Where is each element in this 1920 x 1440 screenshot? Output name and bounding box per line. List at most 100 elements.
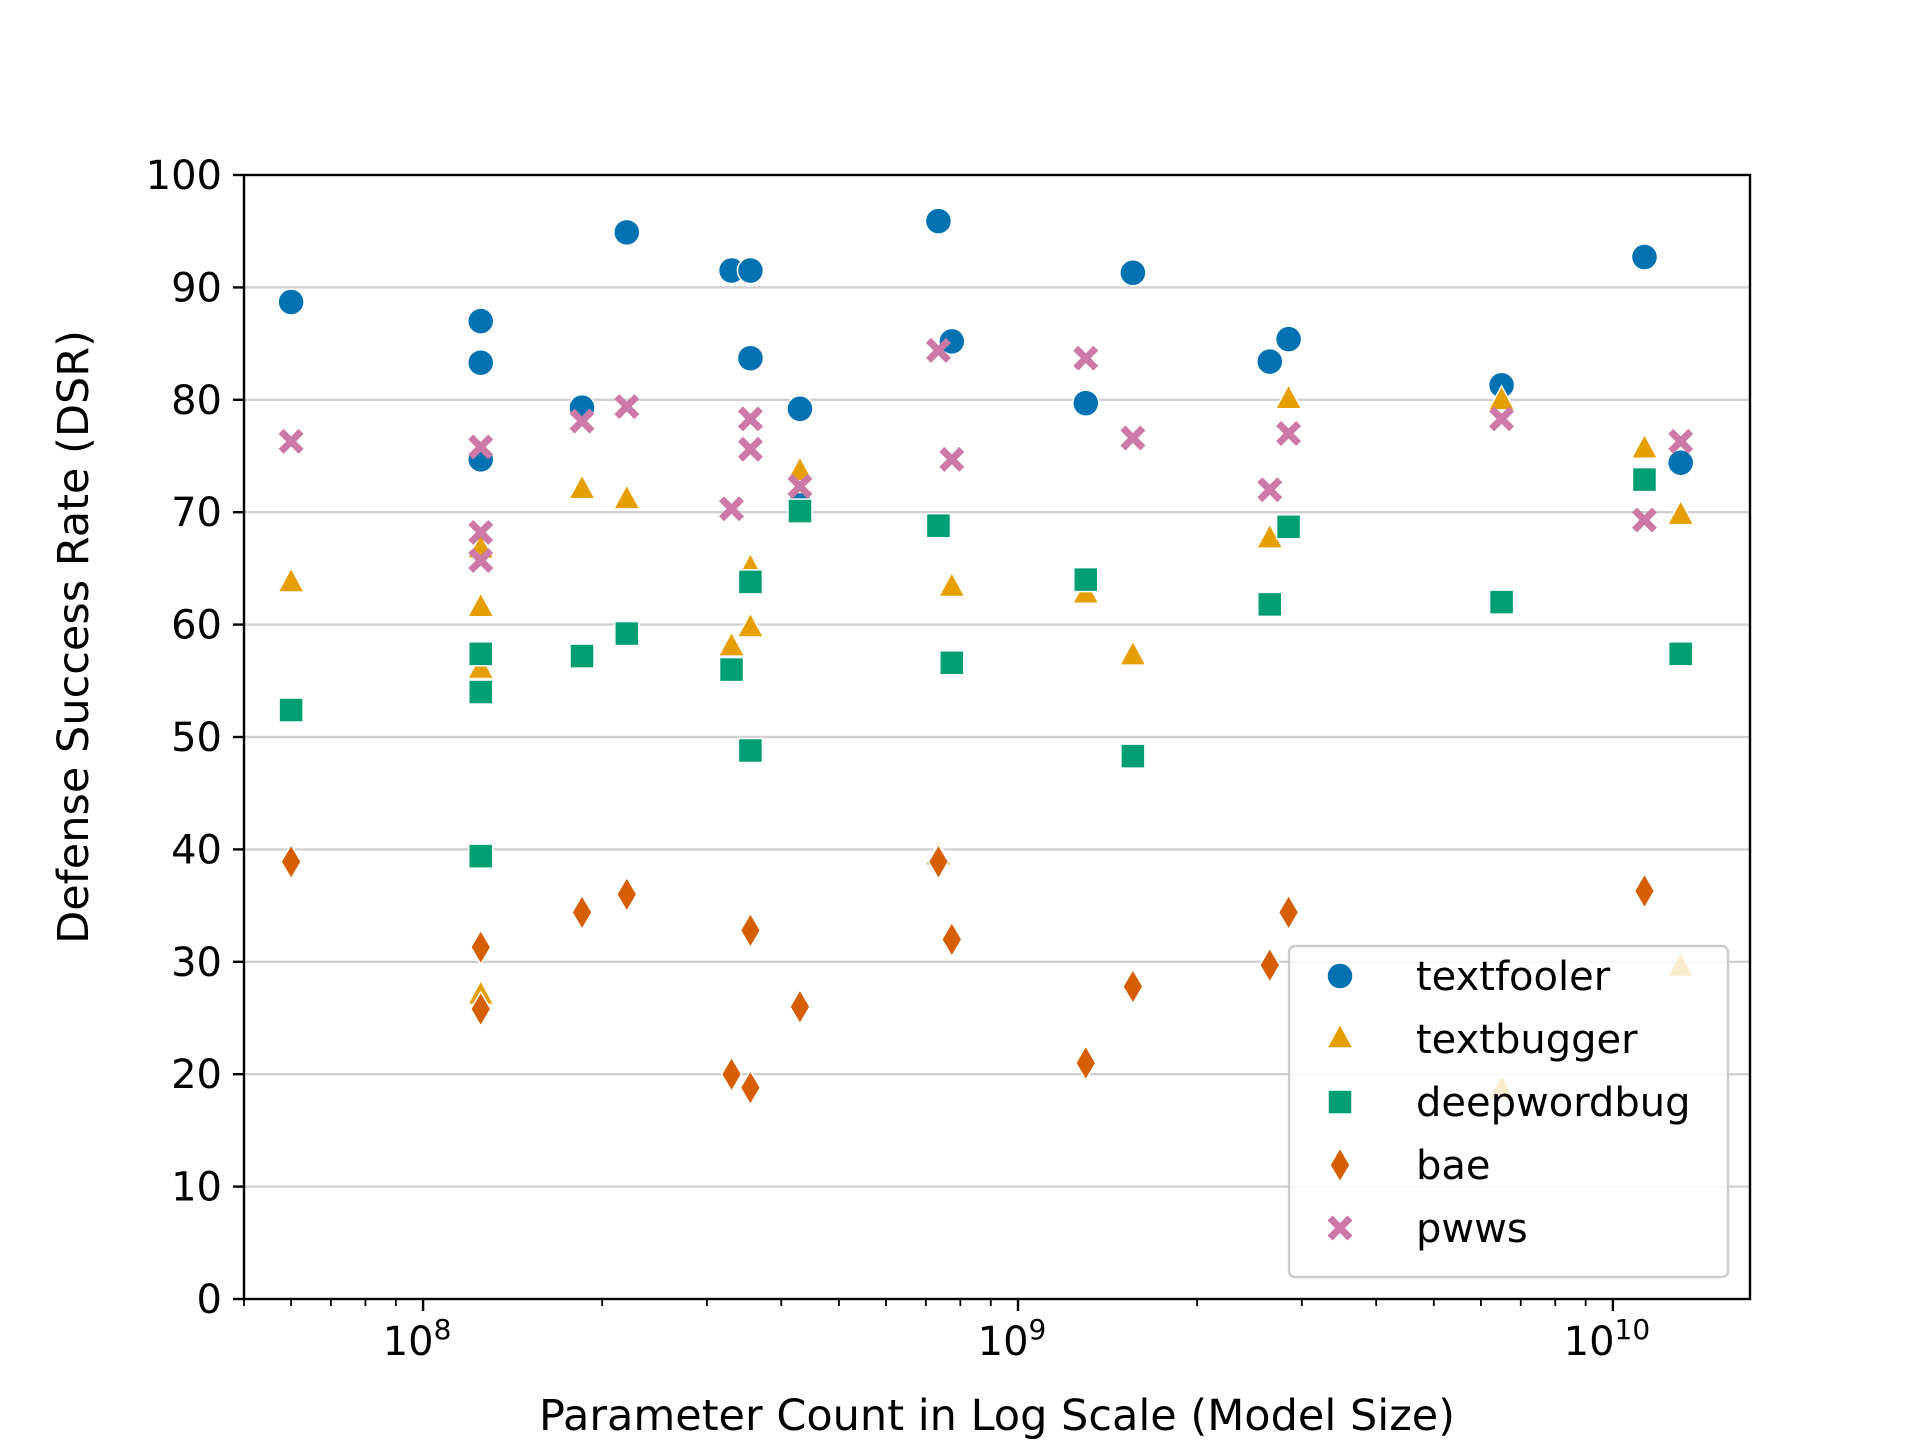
x-stroke: [468, 519, 494, 545]
pwws-point: [925, 337, 951, 363]
y-tick-label: 0: [197, 1277, 222, 1323]
deepwordbug-point: [569, 643, 595, 669]
textbugger-point: [1274, 383, 1303, 410]
y-tick-label: 30: [171, 940, 222, 986]
textbugger-point: [736, 611, 765, 638]
x-stroke: [1073, 345, 1099, 371]
deepwordbug-point: [1275, 514, 1302, 540]
y-axis: 0 10 20 30 40 50 60 70 80 90 100: [146, 153, 244, 1323]
bae-point: [739, 1069, 762, 1107]
y-tick-label: 40: [171, 827, 222, 873]
deepwordbug-point: [787, 498, 813, 524]
pwws-point: [468, 548, 494, 574]
x-stroke: [468, 548, 494, 574]
y-tick-label: 90: [171, 265, 222, 311]
legend-label-pwws: pwws: [1416, 1206, 1528, 1252]
x-stroke: [1257, 477, 1283, 503]
pwws-point: [737, 436, 763, 462]
y-tick-label: 100: [146, 153, 222, 199]
deepwordbug-point: [737, 569, 764, 595]
x-stroke: [1489, 406, 1515, 432]
textbugger-point: [1118, 639, 1148, 666]
textbugger-point: [276, 566, 306, 593]
pwws-point: [1120, 425, 1146, 451]
deepwordbug-point: [467, 641, 494, 667]
textbugger-point: [1666, 498, 1695, 526]
pwws-point: [1073, 345, 1099, 371]
series-pwws: [278, 337, 1694, 574]
x-stroke: [1327, 1215, 1353, 1241]
x-stroke: [925, 337, 951, 363]
deepwordbug-point: [718, 656, 745, 683]
textfooler-point: [277, 288, 305, 316]
x-stroke: [737, 436, 763, 462]
bae-point: [927, 843, 950, 881]
x-tick-label: 1010: [1564, 1313, 1651, 1365]
bae-point: [940, 920, 963, 958]
y-tick-label: 10: [171, 1165, 222, 1211]
x-stroke: [1276, 421, 1302, 446]
textbugger-point: [466, 591, 495, 618]
y-tick-label: 60: [171, 603, 222, 649]
y-tick-label: 80: [171, 378, 222, 424]
y-tick-label: 20: [171, 1052, 222, 1098]
textfooler-point: [1256, 347, 1284, 376]
textfooler-point: [736, 256, 765, 285]
x-stroke: [1668, 428, 1694, 454]
pwws-point: [1489, 406, 1515, 432]
x-axis-label: Parameter Count in Log Scale (Model Size…: [539, 1391, 1455, 1440]
deepwordbug-point: [467, 679, 494, 705]
deepwordbug-point: [737, 737, 764, 764]
x-stroke: [569, 408, 595, 434]
textbugger-point: [612, 483, 642, 510]
pwws-point: [1632, 507, 1657, 533]
bae-point: [469, 928, 492, 966]
x-stroke: [939, 446, 965, 472]
bae-point: [469, 990, 492, 1028]
textbugger-point: [567, 473, 597, 500]
deepwordbug-point: [1073, 566, 1099, 593]
grid-lines: [244, 286, 1750, 1188]
bae-point: [720, 1055, 743, 1093]
bae-point: [739, 911, 762, 949]
x-stroke: [468, 434, 494, 460]
textfooler-point: [1666, 448, 1695, 477]
x-tick-label: 108: [383, 1313, 452, 1365]
x-axis: 108 109 1010: [243, 1299, 1651, 1365]
legend: textfooler textbugger deepwordbug bae pwws: [1287, 944, 1730, 1279]
pwws-point: [614, 394, 640, 420]
textfooler-point: [466, 348, 495, 377]
x-stroke: [278, 428, 304, 454]
bae-point: [1633, 872, 1656, 910]
series-bae: [280, 843, 1656, 1107]
pwws-point: [1257, 477, 1283, 503]
textfooler-point: [466, 307, 495, 335]
legend-label-textbugger: textbugger: [1416, 1017, 1638, 1063]
deepwordbug-point: [614, 620, 640, 647]
pwws-point: [1668, 428, 1694, 454]
deepwordbug-point: [1257, 591, 1283, 618]
x-stroke: [787, 473, 813, 499]
deepwordbug-point: [1631, 466, 1658, 493]
textfooler-point: [1119, 259, 1147, 287]
x-stroke: [1120, 425, 1146, 451]
pwws-point: [468, 434, 494, 460]
bae-point: [571, 893, 593, 931]
textbugger-point: [785, 455, 815, 482]
bae-point: [1277, 893, 1300, 931]
x-stroke: [737, 406, 763, 432]
series-deepwordbug: [278, 466, 1694, 869]
deepwordbug-point: [467, 843, 494, 869]
textfooler-point: [1072, 389, 1100, 417]
legend-marker-deepwordbug: [1327, 1089, 1353, 1115]
legend-label-textfooler: textfooler: [1416, 954, 1611, 1000]
pwws-point: [719, 496, 745, 522]
pwws-point: [278, 428, 304, 454]
textfooler-point: [1630, 243, 1659, 271]
textbugger-point: [1487, 384, 1516, 411]
bae-point: [1074, 1044, 1097, 1082]
data-points: [276, 207, 1695, 1107]
legend-label-bae: bae: [1416, 1143, 1491, 1189]
textfooler-point: [1274, 325, 1303, 353]
